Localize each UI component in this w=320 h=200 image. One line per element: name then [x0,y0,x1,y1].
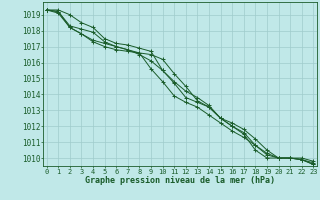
X-axis label: Graphe pression niveau de la mer (hPa): Graphe pression niveau de la mer (hPa) [85,176,275,185]
